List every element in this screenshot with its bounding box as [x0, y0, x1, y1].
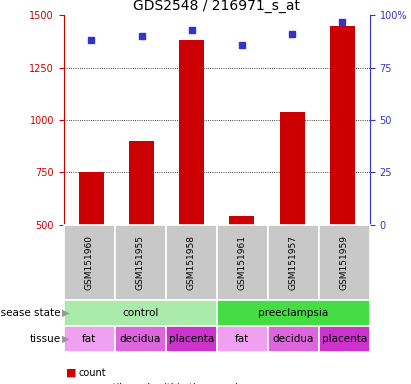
Text: ▶: ▶ — [62, 334, 69, 344]
Text: GSM151959: GSM151959 — [340, 235, 349, 290]
Bar — [79, 172, 104, 225]
Text: percentile rank within the sample: percentile rank within the sample — [79, 383, 244, 384]
Text: GSM151958: GSM151958 — [187, 235, 196, 290]
Bar — [129, 141, 154, 225]
Text: decidua: decidua — [120, 334, 161, 344]
Text: placenta: placenta — [169, 334, 214, 344]
Bar — [279, 112, 305, 225]
Text: ■: ■ — [66, 383, 76, 384]
Text: GSM151955: GSM151955 — [136, 235, 145, 290]
Text: count: count — [79, 368, 106, 378]
Bar — [229, 216, 254, 225]
Text: ▶: ▶ — [62, 308, 69, 318]
Text: GSM151961: GSM151961 — [238, 235, 247, 290]
Text: preeclampsia: preeclampsia — [258, 308, 328, 318]
Text: fat: fat — [82, 334, 96, 344]
Text: ■: ■ — [66, 368, 76, 378]
Title: GDS2548 / 216971_s_at: GDS2548 / 216971_s_at — [133, 0, 300, 13]
Text: GSM151957: GSM151957 — [289, 235, 298, 290]
Text: tissue: tissue — [30, 334, 61, 344]
Text: control: control — [122, 308, 159, 318]
Text: disease state: disease state — [0, 308, 61, 318]
Text: decidua: decidua — [272, 334, 314, 344]
Text: placenta: placenta — [322, 334, 367, 344]
Bar — [179, 40, 204, 225]
Bar — [330, 26, 355, 225]
Text: fat: fat — [235, 334, 249, 344]
Text: GSM151960: GSM151960 — [85, 235, 94, 290]
